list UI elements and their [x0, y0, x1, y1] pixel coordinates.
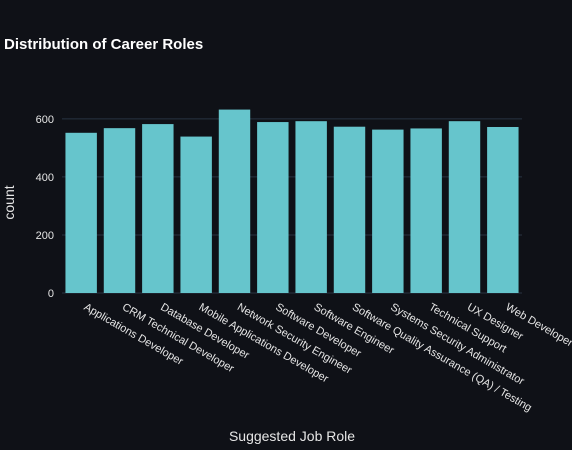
bar-8	[372, 129, 404, 293]
bar-6	[295, 121, 327, 293]
y-tick-label: 0	[48, 288, 54, 300]
bar-5	[257, 122, 289, 293]
bar-10	[448, 121, 481, 293]
bar-0	[65, 132, 97, 293]
bar-layer	[65, 109, 519, 294]
bar-11	[487, 126, 519, 294]
y-tick-label: 200	[36, 230, 54, 242]
y-axis-label: count	[1, 185, 17, 219]
bar-7	[333, 126, 366, 294]
y-tick-label: 600	[36, 114, 54, 126]
bar-9	[410, 128, 442, 293]
bar-3	[180, 136, 212, 293]
y-tick-labels: 0 200 400 600	[36, 114, 54, 300]
grid-layer	[62, 118, 522, 294]
bar-2	[142, 124, 174, 294]
x-axis-label: Suggested Job Role	[229, 428, 355, 444]
bar-4	[218, 109, 251, 293]
y-tick-label: 400	[36, 172, 54, 184]
bar-1	[103, 128, 136, 293]
chart-title: Distribution of Career Roles	[4, 36, 204, 53]
